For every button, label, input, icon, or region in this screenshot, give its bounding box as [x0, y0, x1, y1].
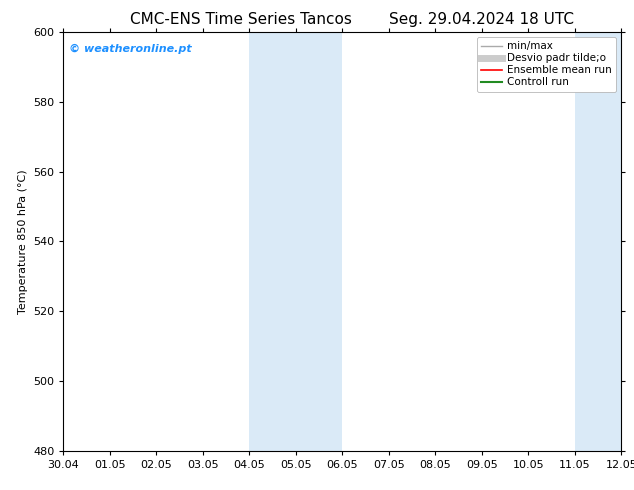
Bar	[249, 32, 342, 451]
Legend: min/max, Desvio padr tilde;o, Ensemble mean run, Controll run: min/max, Desvio padr tilde;o, Ensemble m…	[477, 37, 616, 92]
Text: Seg. 29.04.2024 18 UTC: Seg. 29.04.2024 18 UTC	[389, 12, 574, 27]
Y-axis label: Temperature 850 hPa (°C): Temperature 850 hPa (°C)	[18, 169, 27, 314]
Text: © weatheronline.pt: © weatheronline.pt	[69, 45, 191, 54]
Text: CMC-ENS Time Series Tancos: CMC-ENS Time Series Tancos	[130, 12, 352, 27]
Bar	[575, 32, 634, 451]
